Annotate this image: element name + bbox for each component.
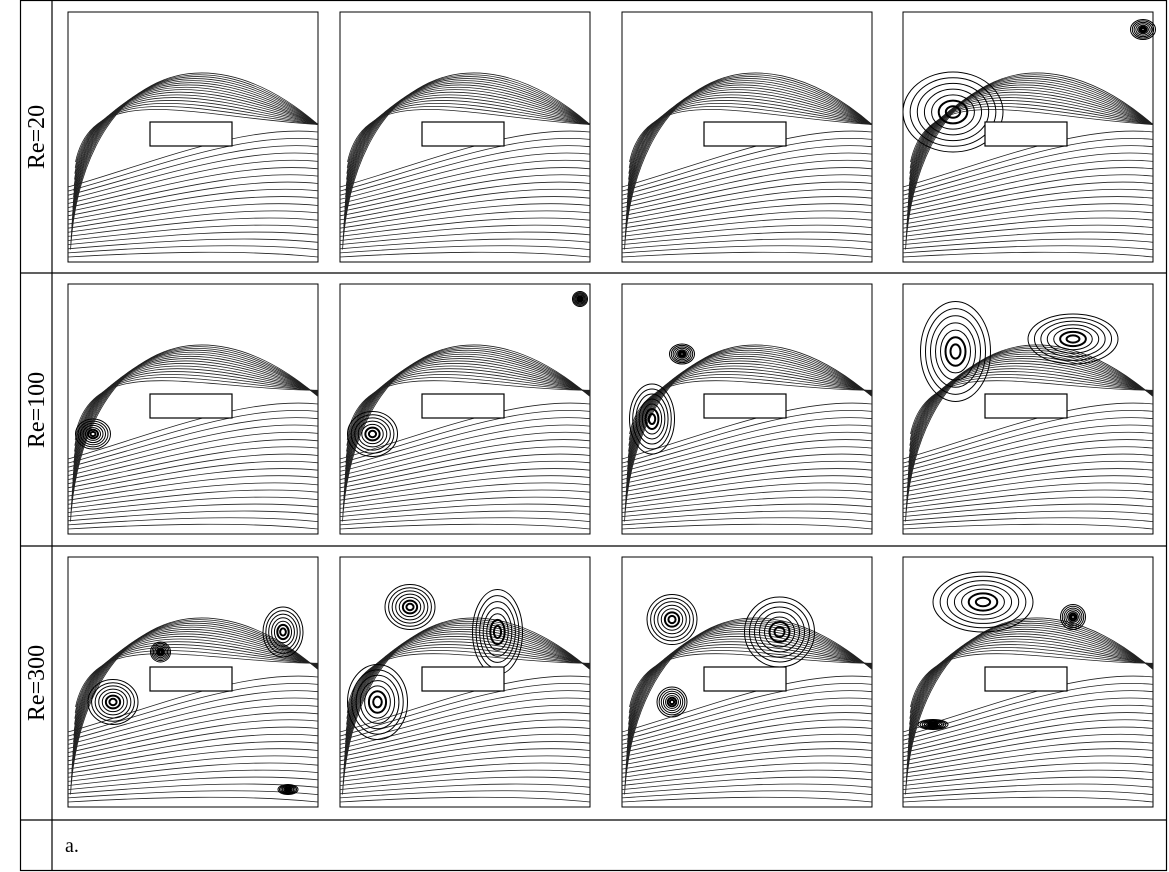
obstacle — [150, 394, 232, 418]
obstacle — [704, 394, 786, 418]
obstacle — [985, 394, 1067, 418]
streamline-plot — [340, 284, 590, 534]
streamline-plot — [903, 12, 1156, 262]
streamline-plot — [68, 557, 318, 807]
page: {"rows": [{"label": "Re=20"}, {"label": … — [0, 0, 1169, 872]
streamline-plot — [622, 12, 872, 262]
row-label: Re=20 — [24, 105, 50, 169]
row-label: Re=100 — [24, 372, 50, 448]
streamline-plot — [622, 557, 872, 807]
streamline-plot — [340, 12, 590, 262]
figure-table: Re=20 Re=100 Re=300 a. — [0, 0, 1169, 872]
streamline-plot — [903, 557, 1153, 807]
caption: a. — [65, 835, 79, 857]
streamline-plot — [622, 284, 872, 534]
row-label: Re=300 — [24, 645, 50, 721]
obstacle — [985, 122, 1067, 146]
streamline-panels — [68, 12, 1156, 807]
obstacle — [704, 667, 786, 691]
obstacle — [422, 394, 504, 418]
obstacle — [150, 122, 232, 146]
obstacle — [150, 667, 232, 691]
obstacle — [422, 122, 504, 146]
obstacle — [985, 667, 1067, 691]
streamline-plot — [903, 284, 1153, 534]
obstacle — [422, 667, 504, 691]
streamline-plot — [340, 557, 590, 807]
streamline-plot — [68, 12, 318, 262]
obstacle — [704, 122, 786, 146]
streamline-plot — [68, 284, 318, 534]
